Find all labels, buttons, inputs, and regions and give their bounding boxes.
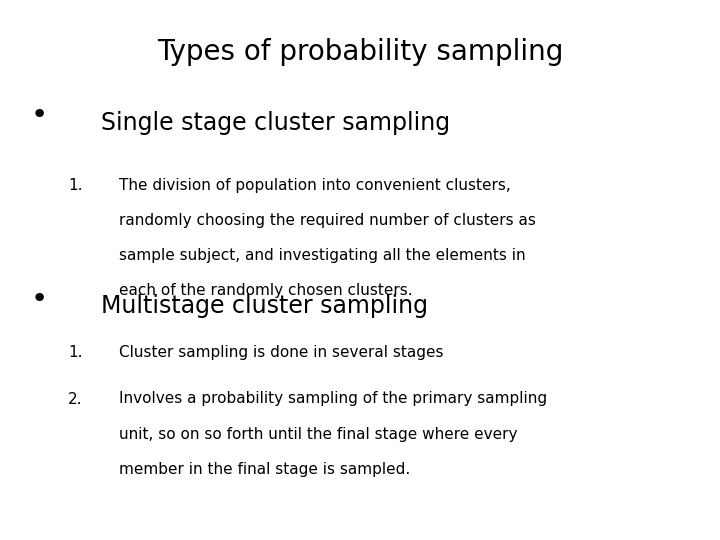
Text: 1.: 1. [68,178,83,193]
Text: Single stage cluster sampling: Single stage cluster sampling [101,111,450,134]
Text: 1.: 1. [68,345,83,360]
Text: 2.: 2. [68,392,83,407]
Text: randomly choosing the required number of clusters as: randomly choosing the required number of… [119,213,536,228]
Text: •: • [31,285,48,313]
Text: •: • [31,101,48,129]
Text: Involves a probability sampling of the primary sampling: Involves a probability sampling of the p… [119,392,547,407]
Text: Types of probability sampling: Types of probability sampling [157,38,563,66]
Text: member in the final stage is sampled.: member in the final stage is sampled. [119,462,410,477]
Text: Cluster sampling is done in several stages: Cluster sampling is done in several stag… [119,345,444,360]
Text: Multistage cluster sampling: Multistage cluster sampling [101,294,428,318]
Text: unit, so on so forth until the final stage where every: unit, so on so forth until the final sta… [119,427,517,442]
Text: The division of population into convenient clusters,: The division of population into convenie… [119,178,510,193]
Text: sample subject, and investigating all the elements in: sample subject, and investigating all th… [119,248,526,264]
Text: each of the randomly chosen clusters.: each of the randomly chosen clusters. [119,284,413,299]
